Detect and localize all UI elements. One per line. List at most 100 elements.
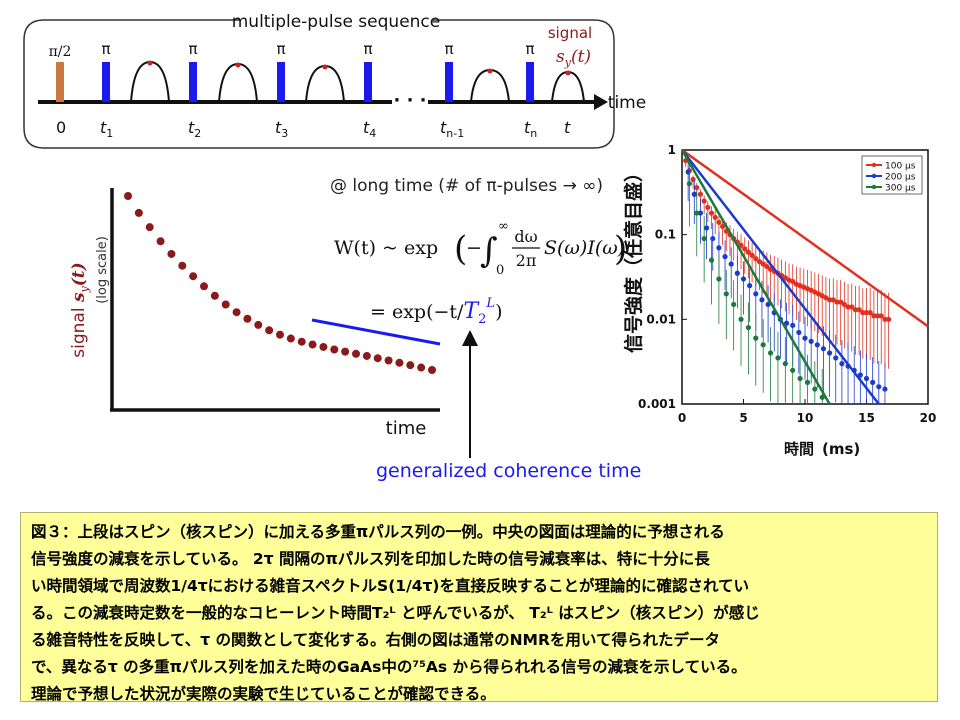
- data-point: [753, 335, 759, 341]
- legend-marker: [871, 162, 877, 168]
- x-tick-label: 15: [858, 411, 875, 425]
- decay-dot: [276, 330, 284, 339]
- decay-dot: [124, 192, 132, 200]
- formula-integral: ∫: [480, 231, 498, 271]
- data-point: [738, 316, 744, 322]
- data-point: [827, 297, 833, 303]
- decay-dot: [417, 363, 426, 372]
- sequence-frame: [23, 19, 615, 149]
- decay-dot: [189, 272, 198, 281]
- decay-dot: [243, 314, 252, 323]
- data-point: [708, 257, 715, 263]
- data-point: [871, 313, 877, 319]
- decay-dot: [156, 237, 165, 246]
- echo-signal: [305, 64, 345, 103]
- data-point: [874, 313, 881, 319]
- y-tick-label: 0.1: [655, 228, 676, 242]
- caption-line: る。この減衰時定数を一般的なコヒーレント時間T₂ᴸ と呼んでいるが、 T₂ᴸ は…: [31, 604, 760, 622]
- decay-dot: [384, 356, 393, 365]
- data-point: [782, 275, 788, 281]
- decay-dot: [221, 300, 230, 309]
- data-point: [845, 363, 851, 369]
- time-axis-arrowhead: [594, 94, 608, 110]
- pi-pulse: [102, 62, 110, 102]
- data-point: [697, 210, 704, 216]
- pi-half-label: π/2: [49, 44, 72, 60]
- echo-peak: [565, 70, 571, 76]
- data-point: [764, 263, 770, 270]
- echo-signal: [218, 62, 258, 103]
- y-tick-label: 0.01: [646, 312, 676, 326]
- tick-label: 0: [56, 118, 66, 137]
- formula-lower-limit: 0: [496, 263, 504, 278]
- formula-block: @ long time (# of π-pulses → ∞) W(t) ~ e…: [300, 176, 630, 346]
- decay-dot: [373, 354, 382, 363]
- data-point: [870, 379, 876, 385]
- caption-line: 理論で予想した状況が実際の実験で生じていることが確認できる。: [31, 685, 496, 703]
- data-point: [860, 310, 866, 316]
- decay-dot: [352, 349, 360, 358]
- data-point: [867, 310, 873, 316]
- legend-label: 100 μs: [885, 162, 916, 172]
- tick-label: t1: [100, 118, 113, 140]
- tick-label: t2: [188, 118, 201, 140]
- formula-equation: W(t) ~ exp ( − ∫ ∞ 0 dω 2π S(ω)I(ω)t ) =…: [334, 219, 630, 327]
- decay-dot: [297, 337, 306, 346]
- pi-pulse: [189, 62, 197, 102]
- data-point: [851, 367, 857, 373]
- pi-label: π: [444, 40, 453, 58]
- data-point: [790, 322, 796, 328]
- data-point: [845, 304, 851, 310]
- data-point: [722, 254, 728, 260]
- pi-pulse: [445, 62, 453, 102]
- echo-signal: [470, 68, 510, 103]
- chart-xlabel: 時間 (ms): [784, 440, 860, 458]
- decay-dot: [134, 208, 143, 217]
- caption-line: で、異なるτ の多重πパルス列を加えた時のGaAs中の⁷⁵As から得られれる信…: [31, 658, 747, 676]
- echo-signal: [130, 60, 170, 103]
- figure-caption: 図３：上段はスピン（核スピン）に加える多重πパルス列の一例。中央の図面は理論的に…: [20, 512, 938, 703]
- data-point: [802, 335, 808, 341]
- decay-dot: [200, 282, 208, 291]
- caption-line: る雑音特性を反映して、τ の関数として変化する。右側の図は通常のNMRを用いて得…: [31, 631, 720, 649]
- data-point: [878, 313, 884, 319]
- time-tick-labels: 0 t1 t2 t3 t4 tn-1 tn t: [56, 118, 571, 140]
- data-point: [797, 375, 803, 382]
- decay-dot: [319, 342, 328, 351]
- echo-signals: [130, 60, 585, 103]
- caption-line: い時間領域で周波数1/4τにおける雑音スペクトルS(1/4τ)を直接反映すること…: [31, 577, 750, 595]
- data-point: [710, 235, 716, 242]
- pi-label: π: [101, 40, 110, 58]
- decay-dot: [341, 347, 350, 356]
- data-point: [857, 372, 863, 378]
- decay-ylabel: signal sy(t): [69, 262, 91, 357]
- data-point: [834, 299, 840, 305]
- formula-integrand: S(ω)I(ω)t: [544, 237, 630, 259]
- data-point: [697, 191, 704, 197]
- data-point: [849, 304, 855, 310]
- data-point: [812, 386, 818, 392]
- legend-marker: [871, 184, 877, 190]
- echo-signal: [551, 70, 585, 103]
- x-tick-label: 20: [920, 411, 937, 425]
- y-tick-label: 0.001: [638, 397, 676, 411]
- series-group: [680, 149, 831, 405]
- experimental-decay-chart: 信号強度（任意目盛） 0 5 10 15 20 1 0.1 0.01 0.001 100 μs2…: [622, 143, 936, 458]
- pi-label: π: [276, 40, 285, 58]
- data-point: [685, 169, 691, 175]
- decay-dot: [308, 340, 317, 349]
- data-point: [827, 350, 833, 356]
- data-point: [742, 246, 748, 252]
- data-point: [804, 379, 811, 385]
- pi-half-pulse: [56, 62, 64, 102]
- data-point: [745, 249, 752, 255]
- data-point: [882, 316, 888, 322]
- decay-dot: [232, 308, 241, 317]
- data-point: [723, 291, 729, 297]
- pi-label: π: [363, 40, 372, 58]
- data-point: [716, 276, 722, 282]
- data-point: [790, 278, 796, 285]
- chart-ticks: 0 5 10 15 20 1 0.1 0.01 0.001: [638, 143, 936, 425]
- data-point: [701, 235, 707, 242]
- data-point: [745, 324, 752, 331]
